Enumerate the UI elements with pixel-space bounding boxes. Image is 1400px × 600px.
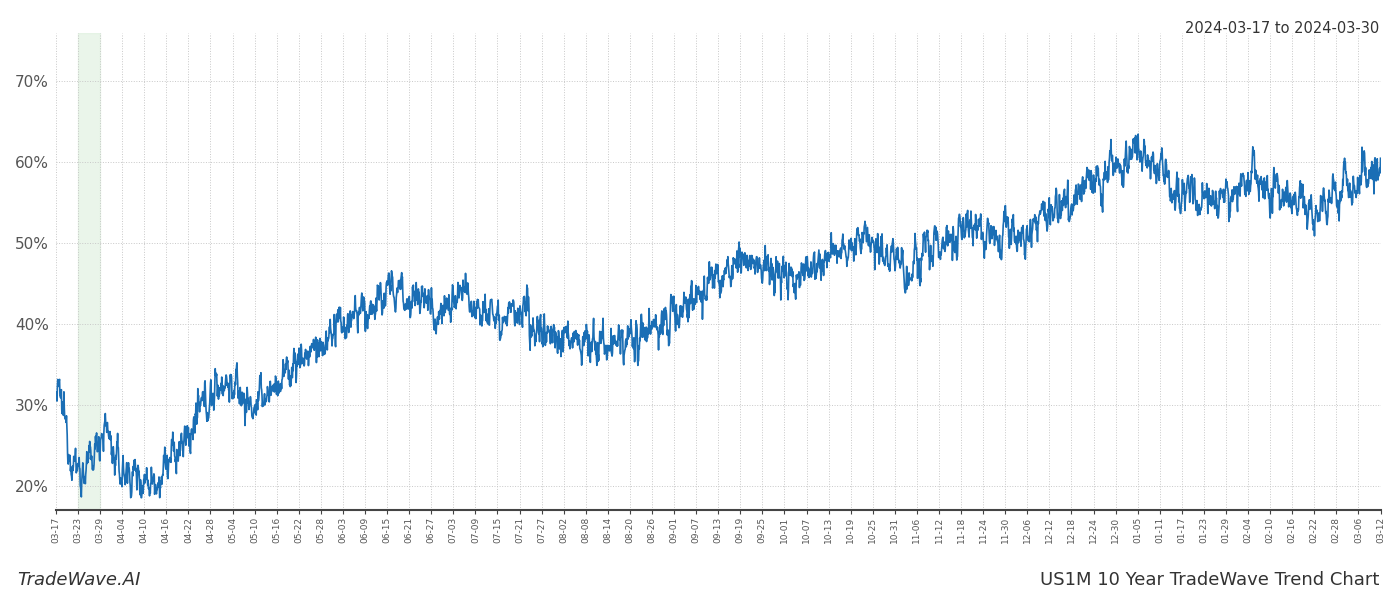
Text: US1M 10 Year TradeWave Trend Chart: US1M 10 Year TradeWave Trend Chart [1040,571,1379,589]
Bar [78,33,99,510]
Text: 2024-03-17 to 2024-03-30: 2024-03-17 to 2024-03-30 [1184,21,1379,36]
Text: TradeWave.AI: TradeWave.AI [17,571,140,589]
